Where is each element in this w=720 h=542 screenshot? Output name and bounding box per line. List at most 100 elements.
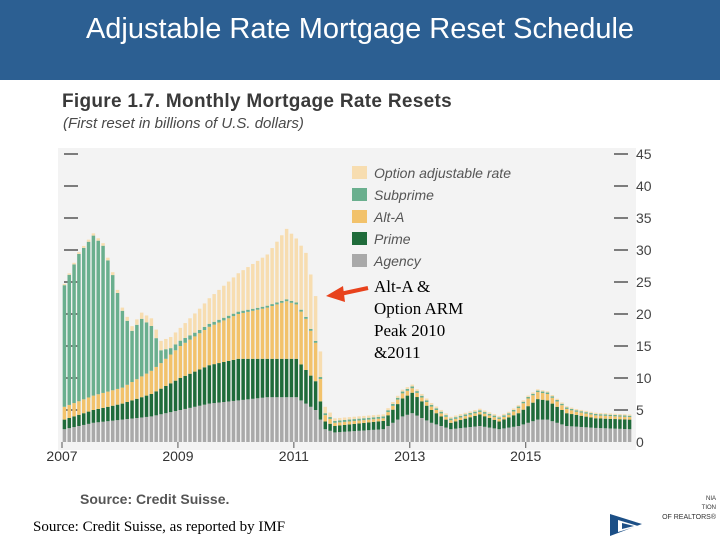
bar-segment-agency xyxy=(400,416,405,442)
bar-segment-prime xyxy=(560,410,564,425)
bar-segment-option-arm xyxy=(265,254,270,306)
bar-segment-subprime xyxy=(106,260,110,392)
bar-segment-alt-a xyxy=(511,411,516,416)
bar-segment-agency xyxy=(106,421,110,442)
bar-segment-agency xyxy=(405,414,410,442)
bar-segment-subprime xyxy=(77,254,81,402)
bar-segment-prime xyxy=(217,363,221,403)
bar-segment-alt-a xyxy=(386,412,390,416)
bar-segment-alt-a xyxy=(280,302,284,359)
bar-segment-subprime xyxy=(226,315,231,319)
bar-segment-alt-a xyxy=(91,395,96,410)
bar-segment-subprime xyxy=(468,413,472,415)
bar-segment-prime xyxy=(135,398,139,418)
bar-segment-alt-a xyxy=(531,395,535,403)
bar-segment-alt-a xyxy=(144,373,149,396)
bar-segment-alt-a xyxy=(81,399,86,414)
bar-segment-alt-a xyxy=(241,312,245,359)
bar-segment-alt-a xyxy=(62,406,67,420)
annotation-line: &2011 xyxy=(374,343,421,362)
annotation-arrow-shaft xyxy=(339,286,369,296)
bar-segment-option-arm xyxy=(323,406,328,414)
bar-segment-prime xyxy=(139,397,144,418)
bar-segment-agency xyxy=(183,408,187,442)
bar-segment-alt-a xyxy=(168,354,173,384)
bar-segment-option-arm xyxy=(608,413,613,415)
bar-segment-subprime xyxy=(309,328,313,331)
bar-segment-agency xyxy=(492,428,497,442)
bar-segment-alt-a xyxy=(584,413,588,417)
bar-segment-subprime xyxy=(444,415,448,417)
bar-segment-subprime xyxy=(304,316,308,319)
bar-segment-alt-a xyxy=(139,376,144,398)
bar-segment-option-arm xyxy=(81,245,86,248)
bar-segment-alt-a xyxy=(236,314,241,359)
bar-segment-prime xyxy=(613,419,617,429)
bar-segment-alt-a xyxy=(540,393,545,400)
bar-segment-subprime xyxy=(613,415,617,417)
bar-segment-alt-a xyxy=(154,366,158,392)
bar-segment-option-arm xyxy=(144,315,149,323)
bar-segment-subprime xyxy=(492,415,497,418)
bar-segment-agency xyxy=(574,426,579,442)
bar-segment-alt-a xyxy=(594,415,598,419)
bar-segment-prime xyxy=(149,394,154,417)
logo-text: TION xyxy=(701,505,716,511)
bar-segment-prime xyxy=(154,391,158,416)
bar-segment-prime xyxy=(357,423,361,431)
bar-segment-agency xyxy=(579,426,584,442)
bar-segment-prime xyxy=(313,381,318,410)
bar-segment-alt-a xyxy=(231,316,236,360)
bar-segment-prime xyxy=(328,423,332,431)
bar-segment-agency xyxy=(410,413,414,442)
legend-swatch xyxy=(352,188,367,201)
bar-segment-subprime xyxy=(545,392,550,394)
bar-segment-subprime xyxy=(159,350,163,364)
bar-segment-subprime xyxy=(86,241,91,398)
bar-segment-agency xyxy=(226,401,231,442)
bar-segment-subprime xyxy=(333,420,337,423)
bar-segment-prime xyxy=(521,409,526,425)
bar-segment-subprime xyxy=(318,377,323,379)
y-tick-label: 25 xyxy=(636,274,652,290)
bar-segment-prime xyxy=(96,408,100,423)
x-tick-label: 2009 xyxy=(162,448,193,464)
bar-segment-option-arm xyxy=(159,340,163,351)
bar-segment-subprime xyxy=(231,313,236,317)
bar-segment-subprime xyxy=(516,406,521,409)
bar-segment-subprime xyxy=(400,391,405,394)
bar-segment-prime xyxy=(304,370,308,404)
logo-emblem-icon xyxy=(610,514,642,536)
bar-segment-prime xyxy=(386,415,390,426)
bar-segment-option-arm xyxy=(246,267,250,310)
bar-segment-option-arm xyxy=(410,384,414,387)
bar-segment-alt-a xyxy=(120,387,125,404)
bar-segment-option-arm xyxy=(333,418,337,421)
bar-segment-alt-a xyxy=(313,342,318,382)
bar-segment-option-arm xyxy=(183,323,187,338)
bar-segment-agency xyxy=(569,426,574,442)
bar-segment-alt-a xyxy=(492,417,497,420)
bar-segment-agency xyxy=(603,428,608,442)
bar-segment-agency xyxy=(516,426,521,442)
bar-segment-alt-a xyxy=(400,393,405,399)
bar-segment-option-arm xyxy=(555,398,559,401)
bar-segment-alt-a xyxy=(323,415,328,422)
bar-segment-option-arm xyxy=(173,332,178,345)
bar-segment-agency xyxy=(487,427,492,442)
bar-segment-alt-a xyxy=(86,397,91,412)
bar-segment-agency xyxy=(309,406,313,442)
bar-segment-prime xyxy=(463,418,468,428)
bar-segment-subprime xyxy=(183,338,187,343)
bar-segment-option-arm xyxy=(463,412,468,415)
bar-segment-prime xyxy=(342,424,347,432)
bar-segment-alt-a xyxy=(304,318,308,370)
bar-segment-alt-a xyxy=(197,333,202,370)
bar-segment-subprime xyxy=(139,318,144,377)
bar-segment-prime xyxy=(603,418,608,429)
bar-segment-alt-a xyxy=(342,421,347,425)
bar-segment-option-arm xyxy=(294,238,299,303)
y-tick-label: 35 xyxy=(636,210,652,226)
bar-segment-agency xyxy=(594,427,598,442)
bar-segment-alt-a xyxy=(569,410,574,415)
